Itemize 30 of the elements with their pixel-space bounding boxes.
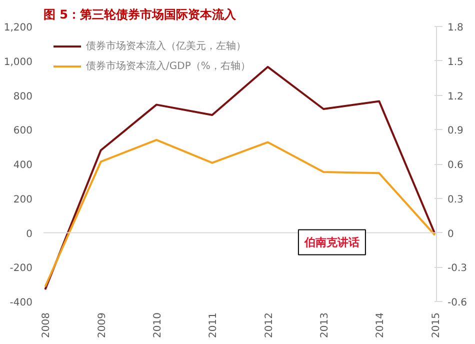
x-tick-label: 2010 <box>152 312 164 338</box>
x-tick-label: 2012 <box>264 312 275 338</box>
legend-label: 债券市场资本流入（亿美元，左轴） <box>86 40 246 53</box>
y-tick-label: 1,000 <box>4 56 33 68</box>
y-tick-label: 200 <box>13 194 33 206</box>
x-tick-label: 2009 <box>96 312 108 338</box>
annotation: 伯南克讲话 <box>303 236 360 249</box>
x-tick-label: 2014 <box>375 312 386 338</box>
x-tick-label: 2008 <box>41 312 52 338</box>
y2-tick-label: 0 <box>448 228 454 240</box>
y-tick-label: -400 <box>10 298 33 308</box>
x-tick-label: 2011 <box>208 312 220 338</box>
y2-tick-label: -0.3 <box>448 263 468 274</box>
y2-tick-label: 1.8 <box>448 22 464 34</box>
chart-title: 图 5：第三轮债券市场国际资本流入 <box>44 8 238 22</box>
x-tick-label: 2015 <box>430 312 442 338</box>
y-tick-label: 0 <box>26 228 33 240</box>
y-tick-label: 600 <box>13 126 33 137</box>
y2-tick-label: 0.6 <box>448 160 464 171</box>
y2-tick-label: 0.3 <box>448 194 464 206</box>
y2-tick-label: 1.2 <box>448 91 464 102</box>
y-tick-label: 800 <box>13 91 33 102</box>
legend-label: 债券市场资本流入/GDP（%，右轴） <box>86 60 250 73</box>
y2-tick-label: 1.5 <box>448 56 464 68</box>
y2-tick-label: -0.6 <box>448 298 468 308</box>
x-tick-label: 2013 <box>320 312 330 338</box>
y-tick-label: 1,200 <box>4 22 33 34</box>
y2-tick-label: 0.9 <box>448 126 464 137</box>
y-tick-label: 400 <box>13 160 33 171</box>
y-tick-label: -200 <box>10 263 33 274</box>
